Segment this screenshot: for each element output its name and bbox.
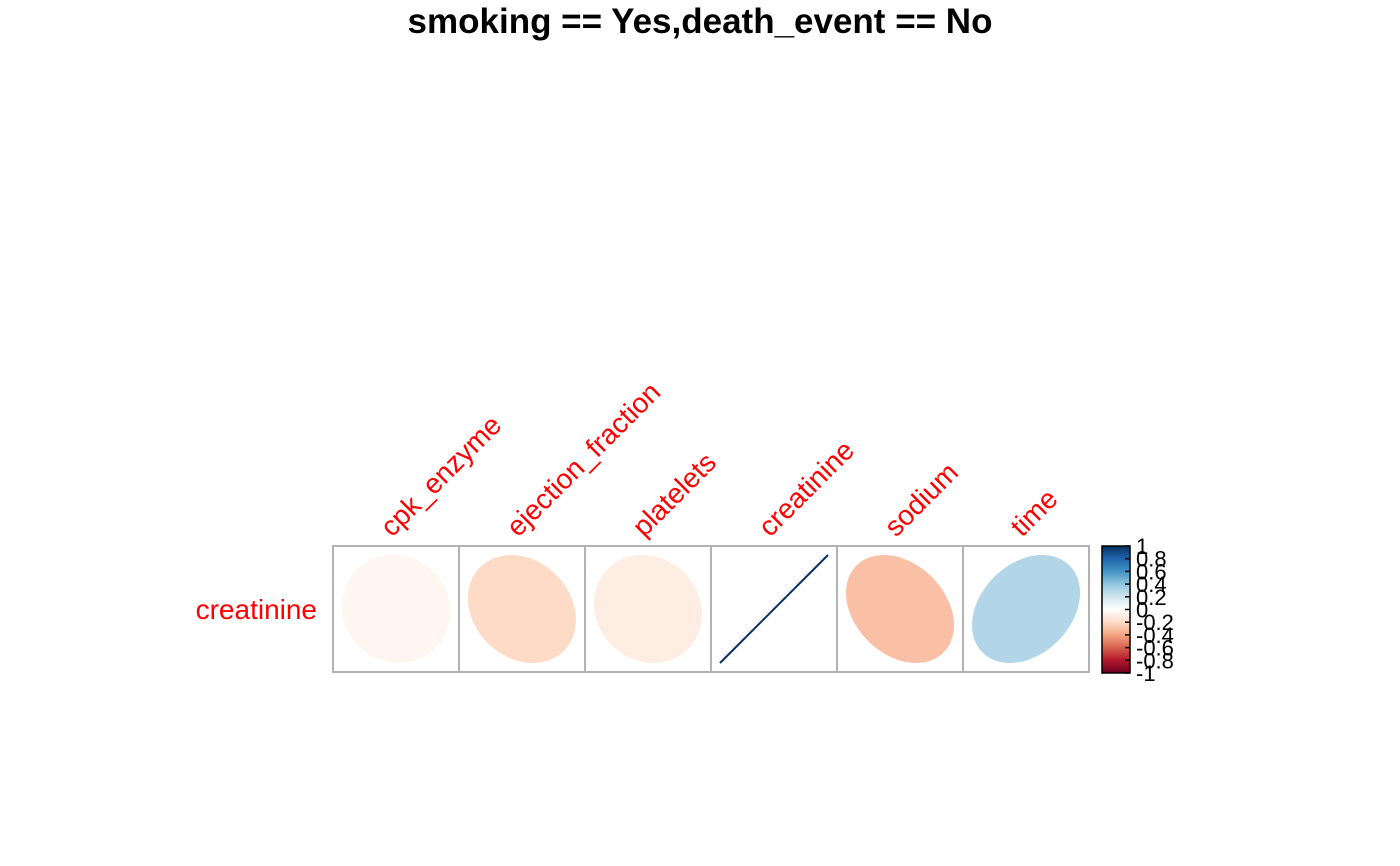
column-label-platelets: platelets xyxy=(626,447,722,543)
colorbar-tick-label: 0 xyxy=(1136,598,1148,623)
column-label-time: time xyxy=(1004,483,1063,542)
cell-ellipse-creatinine-platelets xyxy=(594,555,702,663)
colorbar-tick-label: -1 xyxy=(1136,661,1156,686)
colorbar-tick-label: 0.8 xyxy=(1136,547,1167,572)
colorbar-tick-label: -0.4 xyxy=(1136,623,1174,648)
colorbar-tick-label: 0.4 xyxy=(1136,572,1167,597)
cell-ellipse-creatinine-creatinine xyxy=(719,554,829,664)
column-label-cpk_enzyme: cpk_enzyme xyxy=(374,409,507,542)
chart-title: smoking == Yes,death_event == No xyxy=(408,2,993,41)
column-label-creatinine: creatinine xyxy=(752,434,860,542)
cell-ellipse-creatinine-cpk_enzyme xyxy=(342,555,450,663)
cell-ellipse-creatinine-time xyxy=(972,555,1080,663)
row-label-creatinine: creatinine xyxy=(196,594,317,625)
colorbar-tick-label: -0.6 xyxy=(1136,636,1174,661)
column-label-sodium: sodium xyxy=(878,456,964,542)
cell-ellipse-creatinine-ejection_fraction xyxy=(468,555,576,663)
cell-grid xyxy=(332,545,1090,673)
colorbar-tick-label: -0.2 xyxy=(1136,610,1174,635)
row-labels: creatinine xyxy=(196,594,317,625)
colorbar-tick-label: 1 xyxy=(1136,534,1148,559)
colorbar-tick-label: 0.2 xyxy=(1136,585,1167,610)
colorbar-tick-label: -0.8 xyxy=(1136,648,1174,673)
cell-ellipse-creatinine-sodium xyxy=(846,555,954,663)
colorbar-tick-label: 0.6 xyxy=(1136,559,1167,584)
cell-border xyxy=(962,545,1090,673)
colorbar: 10.80.60.40.20-0.2-0.4-0.6-0.8-1 xyxy=(1101,534,1174,686)
correlation-cells xyxy=(342,554,1080,664)
